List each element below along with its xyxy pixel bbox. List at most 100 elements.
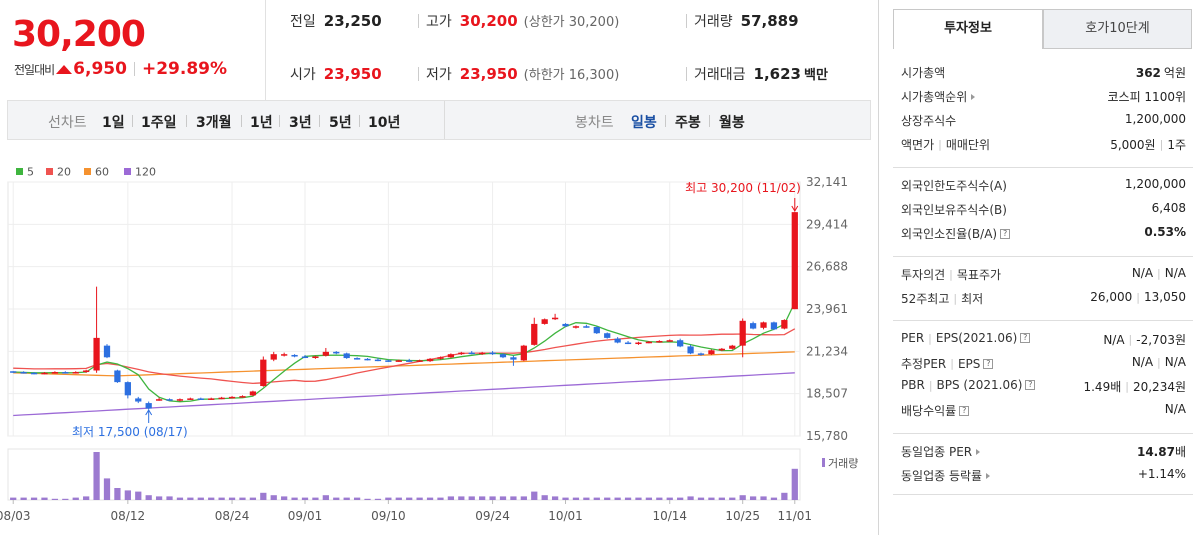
candle-body	[260, 359, 267, 387]
candle-chart-label: 봉차트	[575, 115, 614, 131]
tab-invest-info[interactable]: 투자정보	[893, 9, 1043, 49]
candle-body	[677, 340, 684, 347]
volume-bar	[687, 496, 694, 500]
est-eps-value: N/A	[1164, 355, 1186, 369]
help-icon[interactable]: ?	[1020, 333, 1031, 343]
y-tick-label: 29,414	[806, 217, 848, 231]
volume-bar	[270, 495, 277, 500]
tab-1w[interactable]: 1주일	[141, 115, 177, 131]
divider: |	[949, 268, 953, 281]
volume-bar	[395, 497, 402, 500]
volume-bar	[593, 497, 600, 500]
help-icon[interactable]: ?	[983, 358, 994, 369]
x-tick-label: 09/10	[371, 509, 406, 523]
prev-close: 전일 23,250	[290, 11, 382, 31]
volume-bar	[312, 497, 319, 500]
legend-swatch-5	[16, 168, 23, 175]
trade-unit-label: 매매단위	[945, 138, 991, 152]
volume-bar	[666, 497, 673, 500]
divider	[279, 115, 280, 127]
candle-body	[364, 358, 371, 361]
volume-bar	[458, 496, 465, 500]
x-tick-label: 08/03	[0, 509, 31, 523]
candle-body	[353, 358, 361, 360]
divider	[893, 494, 1193, 495]
tab-10y[interactable]: 10년	[368, 115, 401, 131]
market-cap-label: 시가총액	[901, 66, 946, 80]
volume-bar	[135, 491, 142, 500]
moving-averages	[13, 302, 796, 417]
divider	[1043, 48, 1192, 49]
eps-value: -2,703원	[1136, 333, 1186, 347]
candle-body	[30, 372, 38, 375]
high-annotation: 최고 30,200 (11/02)	[685, 181, 801, 195]
w52-high-value: 26,000	[1090, 290, 1133, 304]
ind-rate-link[interactable]: 동일업종 등락률	[901, 467, 991, 484]
candle-body	[114, 370, 121, 383]
volume-bar	[770, 497, 778, 500]
tab-1y[interactable]: 1년	[250, 115, 273, 131]
arrow-right-icon	[971, 93, 976, 100]
volume-bar	[62, 498, 69, 500]
x-tick-label: 08/12	[111, 509, 146, 523]
per-label: PER	[901, 331, 925, 345]
volume-bar	[208, 497, 215, 500]
volume-bar	[468, 496, 475, 500]
candle-body	[645, 341, 653, 344]
volume-bar	[385, 497, 392, 500]
par-value: 5,000원	[1110, 138, 1156, 152]
tab-3m[interactable]: 3개월	[196, 115, 232, 131]
volume-bar	[322, 495, 329, 500]
up-arrow-icon	[56, 64, 73, 74]
tab-1d[interactable]: 1일	[102, 115, 125, 131]
tab-monthly[interactable]: 월봉	[719, 115, 745, 131]
help-icon[interactable]: ?	[959, 405, 970, 416]
volume-bar	[374, 498, 382, 500]
help-icon[interactable]: ?	[1025, 380, 1036, 390]
open-price: 시가 23,950	[290, 64, 382, 84]
tab-daily[interactable]: 일봉	[631, 115, 657, 131]
amount-value: 1,623	[753, 65, 801, 83]
chart-legend: 5 20 60 120	[16, 166, 156, 179]
foreign-limit-label: 외국인한도주식수(A)	[901, 179, 1007, 193]
shares-label: 상장주식수	[901, 114, 957, 128]
candle-body	[458, 352, 465, 355]
volume-bar	[510, 496, 517, 500]
current-price: 30,200	[12, 14, 146, 55]
divider: |	[928, 378, 933, 392]
ind-per-link[interactable]: 동일업종 PER	[901, 443, 981, 460]
volume-bar	[301, 497, 309, 500]
ind-per-unit: 배	[1174, 445, 1186, 459]
legend-swatch-20	[46, 168, 53, 175]
opinion-label: 투자의견	[901, 268, 946, 282]
w52-low-label: 최저	[961, 292, 984, 306]
divider	[665, 115, 666, 127]
candle-body	[489, 352, 496, 355]
trade-unit-value: 1주	[1167, 138, 1186, 152]
rank-label: 시가총액순위	[901, 90, 968, 104]
prev-close-label: 전일	[290, 14, 316, 30]
help-icon[interactable]: ?	[1000, 228, 1011, 239]
rank-value: 코스피 1100위	[1107, 90, 1186, 104]
divider: |	[928, 331, 932, 345]
legend-label-60: 60	[95, 166, 109, 179]
par-value-wrap: 5,000원 | 1주	[1110, 136, 1186, 153]
candle-body	[447, 354, 455, 358]
tab-hoga[interactable]: 호가10단계	[1043, 9, 1192, 49]
candle-body	[322, 351, 329, 356]
tab-5y[interactable]: 5년	[329, 115, 352, 131]
tab-weekly[interactable]: 주봉	[675, 115, 701, 131]
x-tick-label: 09/01	[288, 509, 323, 523]
volume-bar	[635, 497, 642, 500]
candle-body	[385, 360, 392, 362]
volume-bar	[176, 497, 184, 500]
par-label-wrap: 액면가 | 매매단위	[901, 136, 990, 153]
stock-main-panel: 30,200 전일대비 6,950 +29.89% 전일 23,250 고가 3…	[0, 0, 871, 523]
candle-body	[239, 396, 246, 398]
rank-label-link[interactable]: 시가총액순위	[901, 88, 976, 105]
diff-value: 6,950	[73, 59, 127, 79]
x-axis: 08/03 08/12 08/24 09/01 09/10 09/24 10/01 10/14…	[0, 500, 812, 523]
volume-bar	[499, 496, 507, 500]
tab-3y[interactable]: 3년	[289, 115, 312, 131]
candle-body	[791, 212, 798, 310]
